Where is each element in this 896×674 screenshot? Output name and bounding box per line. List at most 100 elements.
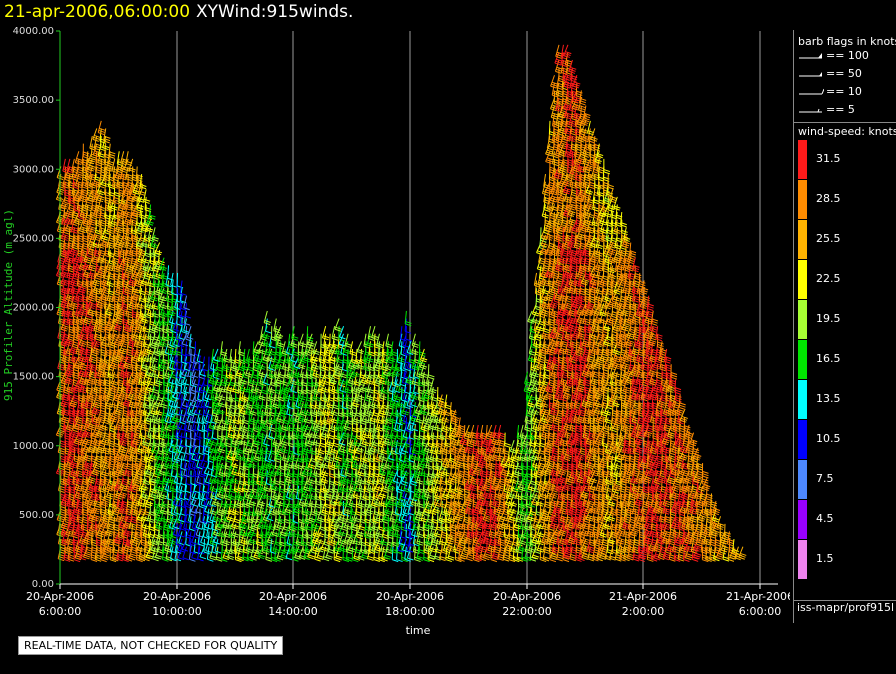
chart-title: XYWind:915winds. [196,2,353,22]
wind-barb [78,303,87,316]
wind-barb [87,371,96,385]
wind-barb [568,59,577,74]
chart-title-date: 21-apr-2006,06:00:00 [4,2,190,22]
wind-barb [148,204,156,220]
wind-barb [74,211,83,225]
wind-barb [87,470,96,484]
wind-barb [74,249,83,264]
wind-barb [143,189,151,204]
wind-barb [69,242,78,256]
wind-barb [83,211,92,226]
wind-barb [429,379,437,394]
wind-barb [322,326,330,341]
wind-barb [88,257,97,272]
wind-barb [84,455,92,470]
wind-barb [396,425,404,441]
wind-barb [84,196,93,212]
wind-barb [402,485,410,500]
wind-barb [60,242,67,258]
wind-barb [178,478,185,493]
wind-barb [246,348,254,364]
wind-barb [61,386,70,402]
wind-barb [214,538,222,554]
wind-barb [170,318,177,334]
wind-barb [78,364,87,378]
wind-barb [194,341,202,357]
wind-barb [83,462,92,477]
wind-barb [84,166,93,182]
wind-barb [61,257,70,272]
wind-barb [444,394,452,410]
wind-barb [184,303,192,319]
wind-barb [69,409,76,426]
wind-barb [349,341,357,356]
wind-barb [92,333,101,348]
wind-barb [82,295,90,312]
wind-barb [60,394,69,408]
wind-barb [356,341,365,354]
wind-barb [92,508,101,522]
wind-barb [60,516,70,530]
wind-barb [607,493,614,509]
wind-barb [421,386,429,402]
wind-barb [82,546,92,560]
wind-barb-chart: 0.00500.001000.001500.002000.002500.0030… [2,26,790,637]
wind-barb [376,333,384,349]
wind-barb [66,158,75,174]
wind-barb [183,295,190,311]
wind-barb [87,219,96,233]
wind-barb [74,151,83,166]
wind-barb [154,242,163,256]
wind-barb [87,417,96,431]
wind-barb [178,531,185,546]
wind-barb [87,181,94,198]
wind-barb [65,363,74,377]
wind-barb [78,204,85,220]
wind-barb [61,348,70,364]
wind-barb [179,432,187,448]
wind-barb [60,318,69,332]
wind-barb [78,333,87,347]
wind-barb [83,310,92,325]
wind-barb [67,546,75,562]
wind-barb [183,379,190,394]
wind-barb [66,280,75,295]
wind-barb [93,318,102,333]
wind-barb [220,341,228,357]
wind-barb [170,272,177,288]
wind-barb [174,341,182,356]
wind-barb [390,341,398,357]
wind-barb [176,272,184,289]
wind-barb [79,219,88,234]
wind-barb [139,174,147,190]
wind-barb [75,462,84,478]
wind-barb [71,288,79,303]
wind-barb [202,356,209,372]
wind-barb [179,280,187,296]
wind-barb [78,280,87,294]
wind-barb [91,402,101,415]
wind-barb [61,227,70,241]
wind-barb [88,211,97,226]
wind-barb [182,546,189,561]
wind-barb [69,440,78,453]
wind-barbs [55,44,747,563]
wind-barb [79,326,88,341]
wind-barb [92,455,101,470]
wind-barb [504,432,511,449]
wind-barb [83,424,92,438]
wind-barb [88,356,97,371]
wind-barb [594,493,601,509]
wind-barb [92,272,101,287]
wind-barb [631,257,640,273]
wind-barb [193,508,201,524]
wind-barb [92,500,101,515]
wind-barb [72,516,80,532]
wind-barb [74,409,83,424]
wind-barb [69,455,78,469]
wind-barb [87,440,96,454]
wind-barb [80,181,88,197]
wind-barb [75,500,83,516]
wind-barb [378,402,386,418]
wind-barb [82,386,90,403]
